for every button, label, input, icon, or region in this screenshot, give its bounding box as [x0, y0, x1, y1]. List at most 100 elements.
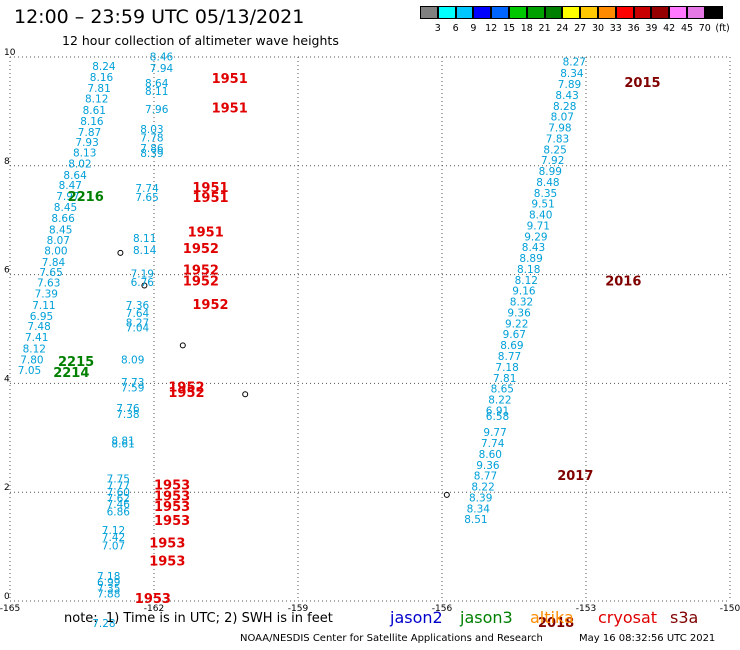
wave-height-value: 8.28 [553, 101, 576, 113]
wave-height-value: 7.80 [20, 354, 43, 366]
wave-height-value: 8.43 [555, 90, 578, 102]
scale-swatch [491, 6, 509, 19]
map-title: 12:00 – 23:59 UTC 05/13/2021 [14, 6, 305, 28]
wave-height-value: 7.48 [27, 321, 50, 333]
wave-height-value: 9.22 [505, 318, 528, 330]
scale-label: 36 [627, 23, 640, 34]
wave-height-value: 9.36 [476, 460, 500, 472]
pass-id-label: 2017 [557, 469, 593, 484]
pass-id-label: 1952 [168, 381, 204, 396]
scale-swatch [455, 6, 474, 19]
wave-height-value: 8.34 [560, 68, 584, 80]
wave-height-value: 7.04 [126, 323, 150, 335]
pass-id-label: 2214 [53, 366, 89, 381]
pass-id-label: 1953 [149, 537, 185, 552]
scale-label: 42 [663, 23, 676, 34]
legend-altika: altika [530, 608, 574, 627]
wave-height-value: 8.40 [529, 210, 552, 222]
pass-id-label: 1952 [183, 274, 219, 289]
scale-swatch [562, 6, 581, 19]
wave-height-value: 8.51 [464, 514, 487, 526]
x-tick-label: -165 [0, 604, 20, 614]
legend-s3a: s3a [670, 608, 699, 627]
units-note: note: 1) Time is in UTC; 2) SWH is in fe… [64, 611, 333, 626]
wave-height-value: 8.22 [471, 482, 494, 494]
wave-height-value: 7.74 [481, 438, 505, 450]
wave-height-value: 7.64 [126, 308, 150, 320]
pass-id-label: 2216 [68, 190, 104, 205]
wave-height-value: 8.61 [111, 439, 134, 451]
x-tick-label: -153 [576, 604, 596, 614]
wave-height-value: 7.86 [140, 143, 164, 155]
wave-height-value: 8.47 [59, 180, 82, 192]
wave-height-value: 7.05 [18, 365, 41, 377]
wave-height-value: 8.03 [140, 124, 163, 136]
pass-id-label: 2015 [624, 76, 660, 91]
island-outline [242, 391, 249, 398]
wave-height-value: 7.87 [78, 127, 101, 139]
wave-height-value: 6.99 [97, 577, 120, 589]
y-tick-label: 10 [4, 48, 16, 58]
wave-height-value: 7.07 [102, 540, 125, 552]
wave-height-value: 7.46 [107, 499, 131, 511]
wave-height-value: 8.12 [85, 94, 108, 106]
wave-height-value: 7.83 [546, 133, 569, 145]
wave-height-value: 7.28 [92, 618, 115, 630]
wave-height-value: 7.41 [25, 332, 48, 344]
wave-height-value: 7.60 [107, 487, 130, 499]
generated-timestamp: May 16 08:32:56 UTC 2021 [579, 633, 716, 644]
wave-height-value: 8.64 [63, 170, 87, 182]
scale-label: 30 [591, 23, 605, 34]
scale-swatch [615, 6, 634, 19]
wave-height-value: 8.77 [474, 471, 497, 483]
wave-height-value: 8.16 [90, 72, 114, 84]
scale-swatch [651, 6, 670, 19]
pass-id-label: 2016 [605, 274, 641, 289]
wave-height-value: 8.64 [145, 78, 169, 90]
wave-height-value: 9.29 [524, 231, 547, 243]
wave-height-value: 7.42 [102, 532, 125, 544]
scale-label: 12 [485, 23, 498, 34]
scale-swatch [526, 6, 545, 19]
wave-height-value: 7.92 [541, 155, 564, 167]
wave-height-value: 7.75 [107, 473, 130, 485]
pass-id-label: 1951 [212, 72, 248, 87]
wave-height-value: 7.11 [32, 300, 55, 312]
wave-height-value: 7.18 [97, 571, 120, 583]
scale-swatch [669, 6, 687, 19]
wave-height-value: 8.14 [133, 245, 157, 257]
scale-label: 9 [470, 23, 477, 34]
wave-height-value: 8.24 [92, 61, 116, 73]
wave-height-value: 7.39 [35, 288, 58, 300]
scale-label: (ft) [715, 23, 730, 34]
scale-label: 3 [434, 23, 441, 34]
scale-label: 15 [502, 23, 516, 34]
wave-height-value: 8.65 [491, 384, 514, 396]
wave-height-value: 7.73 [121, 377, 144, 389]
wave-height-value: 7.12 [102, 525, 125, 537]
pass-id-label: 1953 [154, 500, 190, 515]
scale-label: 45 [680, 23, 694, 34]
wave-height-value: 8.45 [49, 224, 72, 236]
x-tick-label: -156 [432, 604, 453, 614]
wave-height-value: 8.12 [515, 275, 538, 287]
wave-height-value: 7.62 [107, 493, 130, 505]
wave-height-value: 7.84 [42, 257, 66, 269]
wave-height-value: 6.76 [131, 277, 155, 289]
wave-height-value: 7.35 [97, 583, 120, 595]
wave-height-value: 8.69 [500, 340, 523, 352]
pass-id-label: 1952 [183, 264, 219, 279]
wave-height-value: 7.19 [131, 268, 154, 280]
scale-label: 39 [645, 23, 658, 34]
island-outline [443, 491, 450, 498]
pass-id-label: 1953 [154, 514, 190, 529]
scale-label: 70 [698, 23, 711, 34]
wave-height-value: 8.39 [140, 148, 163, 160]
pass-id-label: 1953 [135, 592, 171, 607]
wave-height-value: 8.48 [536, 177, 559, 189]
wave-height-value: 6.86 [107, 507, 131, 519]
wave-height-value: 8.09 [121, 354, 144, 366]
wave-height-value: 8.39 [469, 492, 492, 504]
pass-id-label: 1952 [183, 242, 219, 257]
